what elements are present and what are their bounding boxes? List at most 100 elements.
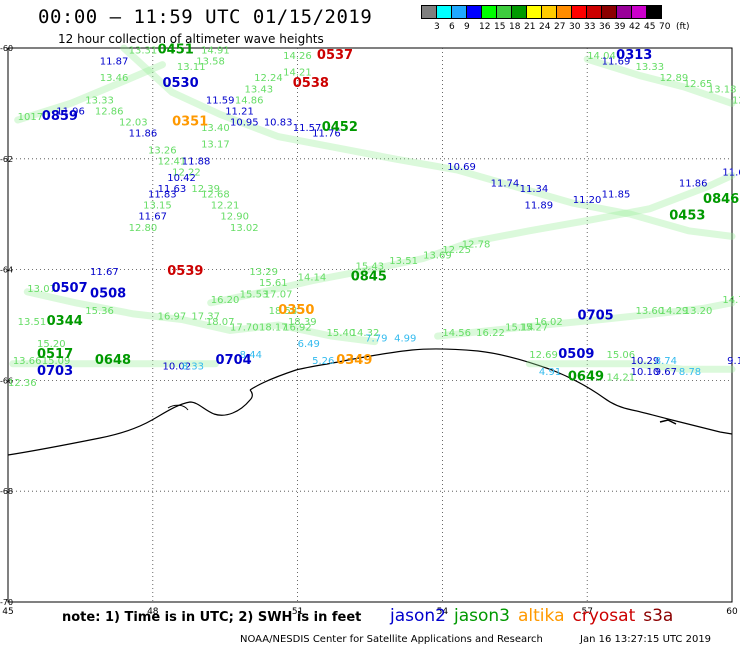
swh-value: 11.87 (100, 57, 129, 68)
swh-value: 13.20 (684, 306, 713, 317)
pass-time-label: 0517 (37, 347, 73, 362)
pass-time-label: 0705 (578, 308, 614, 323)
pass-time-label: 0508 (90, 286, 126, 301)
pass-time-label: 0859 (42, 109, 78, 124)
legend-label: 18 (509, 22, 521, 32)
swh-value: 11.20 (573, 195, 602, 206)
swh-value: 11.76 (312, 129, 341, 140)
legend-label: 6 (449, 22, 455, 32)
pass-time-label: 0313 (616, 48, 652, 63)
pass-time-label: 0538 (293, 76, 329, 91)
swh-value: 10.29 (631, 356, 660, 367)
pass-time-label: 0350 (278, 303, 314, 318)
pass-time-label: 0451 (158, 43, 194, 58)
swh-value: 11.86 (679, 179, 708, 190)
track-band (583, 55, 736, 107)
legend-label: 36 (599, 22, 611, 32)
swh-value: 14.91 (201, 46, 230, 57)
swh-value: 7.79 (365, 334, 387, 345)
swh-value: 11.88 (182, 156, 211, 167)
swh-value: 9.15 (727, 356, 740, 367)
legend-label: 9 (464, 22, 470, 32)
swh-value: 11.6 (722, 167, 740, 178)
pass-time-label: 0537 (317, 48, 353, 63)
legend-label: 42 (629, 22, 641, 32)
swh-value: 12.89 (660, 73, 689, 84)
swh-value: 13.17 (201, 140, 230, 151)
swh-value: 13.60 (635, 306, 664, 317)
swh-value: 17.07 (264, 289, 293, 300)
satellite-legend: jason2 jason3 altika cryosat s3a (390, 606, 681, 626)
swh-value: 12.80 (129, 223, 158, 234)
swh-value: 14.04 (587, 51, 616, 62)
swh-value: 13.46 (100, 73, 129, 84)
swh-value: 9.67 (655, 367, 677, 378)
swh-value: 10.02 (162, 361, 191, 372)
swh-value: 11.85 (602, 190, 631, 201)
legend-label: 30 (569, 22, 581, 32)
x-tick-label: 51 (292, 607, 303, 617)
swh-value: 8.33 (182, 361, 204, 372)
y-tick-label: -64 (0, 266, 13, 275)
swh-value: 15.61 (259, 278, 288, 289)
x-tick-label: 60 (726, 607, 738, 617)
pass-time-label: 0351 (172, 115, 208, 130)
pass-time-label: 0507 (51, 281, 87, 296)
x-tick-label: 48 (147, 607, 159, 617)
swh-value: 10.42 (167, 173, 196, 184)
swh-value: 18.17 (259, 323, 288, 334)
swh-value: 15.20 (37, 339, 66, 350)
swh-value: 14.21 (607, 372, 636, 383)
swh-value: 13.69 (423, 251, 452, 262)
legend-label: 3 (434, 22, 440, 32)
legend-label: 45 (644, 22, 656, 32)
swh-value: 12.03 (119, 118, 148, 129)
swh-value: 15.53 (240, 289, 269, 300)
pass-time-label: 0648 (95, 353, 131, 368)
legend-label: 33 (584, 22, 596, 32)
color-legend-labels: 3 6 9 12 15 18 21 24 27 30 33 36 39 42 45 70 (ft) (422, 22, 740, 36)
footnote: note: 1) Time is in UTC; 2) SWH is in fe… (62, 610, 362, 625)
swh-value: 16.22 (476, 328, 505, 339)
swh-value: 14.26 (283, 51, 312, 62)
swh-value: 12.68 (201, 190, 230, 201)
swh-value: 15.09 (42, 356, 71, 367)
legend-swatch (646, 5, 662, 19)
satellite-jason3: jason3 (454, 606, 510, 626)
satellite-altika: altika (518, 606, 565, 626)
y-tick-label: -60 (0, 44, 13, 53)
swh-value: 11.21 (225, 106, 254, 117)
swh-value: 14.21 (283, 68, 312, 79)
swh-value: 11.59 (206, 95, 235, 106)
swh-value: 15.27 (520, 323, 549, 334)
color-legend (421, 5, 662, 19)
swh-value: 12.25 (442, 245, 471, 256)
swh-value: 11.63 (158, 184, 187, 195)
swh-value: 12.78 (462, 239, 491, 250)
swh-value: 15.14 (505, 323, 534, 334)
track-band (207, 171, 736, 307)
pass-time-label: 0453 (669, 209, 705, 224)
pass-time-label: 0344 (47, 314, 83, 329)
coastline (7, 389, 253, 456)
legend-unit: (ft) (676, 22, 690, 32)
legend-label: 21 (524, 22, 536, 32)
swh-value: 12.97 (732, 95, 740, 106)
swh-value: 12.90 (220, 212, 249, 223)
track-band (23, 288, 379, 346)
swh-value: 13.15 (143, 201, 172, 212)
swh-value: 11.34 (520, 184, 549, 195)
swh-value: 1017 (18, 112, 43, 123)
swh-value: 10.83 (264, 118, 293, 129)
map-frame (7, 47, 733, 603)
x-tick-label: 45 (2, 607, 13, 617)
swh-value: 15.43 (356, 262, 385, 273)
swh-value: 11.89 (524, 201, 553, 212)
swh-value: 12.21 (211, 201, 240, 212)
track-band (120, 44, 736, 240)
swh-value: 8.74 (655, 356, 677, 367)
swh-value: 13.58 (196, 57, 225, 68)
pass-time-label: 0649 (568, 369, 604, 384)
legend-label: 39 (614, 22, 626, 32)
